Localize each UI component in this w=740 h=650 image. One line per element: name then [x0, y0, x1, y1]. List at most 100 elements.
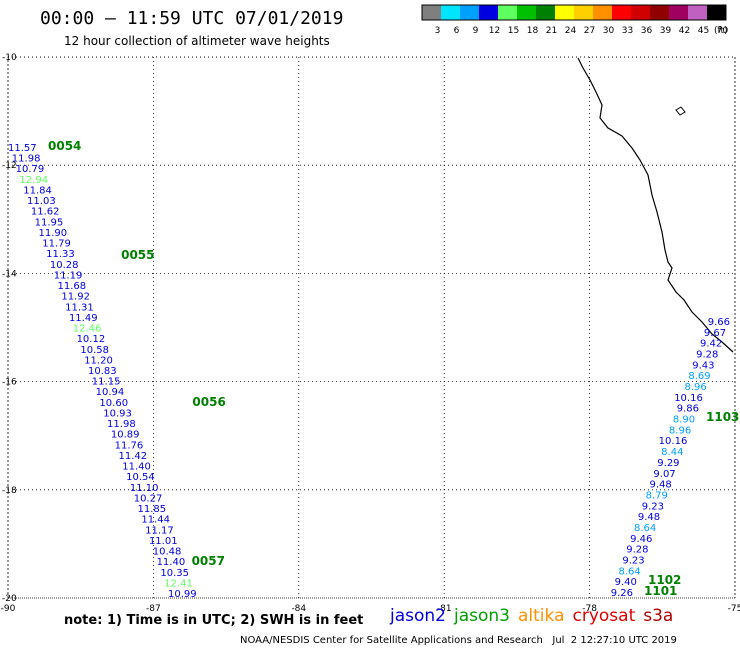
wave-height-label: 11.76: [115, 440, 144, 451]
legend-swatch: [441, 5, 460, 20]
satellite-s3a: s3a: [643, 606, 674, 626]
wave-height-label: 11.68: [58, 281, 87, 292]
legend-label: 70: [717, 26, 729, 36]
wave-height-label: 11.49: [69, 313, 98, 324]
wave-height-label: 8.44: [661, 447, 683, 458]
satellite-cryosat: cryosat: [572, 606, 636, 626]
wave-height-label: 10.83: [88, 366, 117, 377]
legend-label: 39: [660, 26, 672, 36]
wave-height-label: 11.98: [12, 154, 41, 165]
legend-swatch: [517, 5, 536, 20]
legend-swatch: [536, 5, 555, 20]
track-west: 11.5711.9810.7912.9411.8411.0311.6211.95…: [8, 143, 197, 600]
wave-height-label: 11.19: [54, 270, 83, 281]
lon-tick-label: -75: [728, 604, 740, 614]
lat-tick-label: -14: [2, 269, 17, 279]
wave-height-label: 9.46: [630, 534, 652, 545]
wave-height-label: 10.89: [111, 430, 140, 441]
wave-height-label: 11.95: [35, 217, 64, 228]
wave-height-label: 9.28: [696, 350, 718, 361]
wave-height-label: 11.42: [118, 451, 147, 462]
wave-height-label: 11.44: [141, 515, 170, 526]
satellite-legend: jason2 jason3 altika cryosat s3a: [390, 606, 681, 626]
wave-height-label: 9.48: [650, 480, 672, 491]
lon-tick-label: -78: [582, 604, 597, 614]
legend-swatch: [631, 5, 650, 20]
footer-note: note: 1) Time is in UTC; 2) SWH is in fe…: [64, 613, 364, 628]
legend-swatch: [593, 5, 612, 20]
lat-tick-label: -16: [2, 378, 17, 388]
wave-height-label: 11.84: [23, 185, 52, 196]
wave-height-label: 9.28: [626, 545, 648, 556]
legend-swatch: [612, 5, 631, 20]
legend-label: 21: [546, 26, 557, 36]
wave-height-label: 10.99: [168, 589, 197, 600]
legend-label: 33: [622, 26, 633, 36]
legend-swatch: [707, 5, 726, 20]
wave-height-label: 11.57: [8, 143, 37, 154]
legend-label: 36: [641, 26, 653, 36]
wave-height-label: 9.48: [638, 512, 660, 523]
wave-height-label: 11.85: [138, 504, 167, 515]
track-time-label: 0056: [192, 395, 225, 409]
track-time-label: 1101: [644, 584, 677, 598]
wave-height-label: 9.26: [611, 588, 633, 599]
wave-height-label: 9.66: [708, 317, 730, 328]
wave-height-label: 10.54: [126, 472, 155, 483]
lon-tick-label: -84: [291, 604, 306, 614]
wave-height-label: 8.64: [634, 523, 656, 534]
lat-tick-label: -10: [2, 53, 17, 63]
credit-line: NOAA/NESDIS Center for Satellite Applica…: [240, 635, 677, 646]
lon-tick-label: -87: [146, 604, 161, 614]
wave-height-label: 10.94: [96, 387, 125, 398]
wave-height-label: 9.43: [692, 360, 714, 371]
legend-swatch: [688, 5, 707, 20]
wave-height-label: 10.16: [659, 436, 688, 447]
map-grid: [7, 56, 736, 599]
wave-height-label: 11.40: [122, 462, 151, 473]
wave-height-label: 8.64: [618, 566, 640, 577]
wave-height-label: 11.79: [42, 239, 71, 250]
track-time-label: 1102: [648, 573, 681, 587]
wave-height-label: 12.41: [164, 578, 193, 589]
wave-height-label: 8.96: [669, 425, 691, 436]
lat-tick-label: -20: [2, 594, 17, 604]
wave-height-label: 11.33: [46, 249, 75, 260]
legend-swatch: [669, 5, 688, 20]
wave-height-label: 10.79: [16, 164, 45, 175]
lat-tick-label: -12: [2, 161, 17, 171]
legend-swatch: [555, 5, 574, 20]
island-outline: [675, 106, 686, 116]
wave-height-label: 9.23: [642, 501, 664, 512]
wave-height-label: 11.90: [38, 228, 67, 239]
page-subtitle: 12 hour collection of altimeter wave hei…: [64, 34, 330, 48]
wave-height-label: 11.31: [65, 302, 94, 313]
wave-height-label: 11.10: [130, 483, 159, 494]
wave-height-label: 12.46: [73, 324, 102, 335]
color-legend: 3 6 9 12 15 18 21 24 27 30 33 36 39 42 45 70(ft): [421, 4, 729, 36]
legend-label: 27: [584, 26, 595, 36]
legend-swatch: [498, 5, 517, 20]
wave-height-label: 11.62: [31, 207, 60, 218]
lon-tick-label: -81: [437, 604, 452, 614]
wave-height-label: 9.29: [657, 458, 679, 469]
legend-label: 3: [435, 26, 441, 36]
wave-height-label: 10.16: [674, 393, 703, 404]
legend-label: 45: [698, 26, 709, 36]
wave-height-label: 9.07: [653, 469, 675, 480]
wave-height-label: 11.98: [107, 419, 136, 430]
wave-height-label: 10.58: [80, 345, 109, 356]
legend-label: 42: [679, 26, 690, 36]
page-title: 00:00 – 11:59 UTC 07/01/2019: [40, 8, 344, 29]
legend-swatch: [422, 5, 441, 20]
track-time-label: 0057: [192, 554, 225, 568]
wave-height-label: 11.20: [84, 355, 113, 366]
wave-height-label: 9.40: [615, 577, 637, 588]
track-time-label: 0055: [121, 248, 154, 262]
legend-label: 9: [473, 26, 479, 36]
wave-height-label: 10.35: [160, 568, 189, 579]
wave-height-label: 11.03: [27, 196, 56, 207]
wave-height-label: 9.67: [704, 328, 726, 339]
wave-height-label: 11.92: [61, 292, 90, 303]
